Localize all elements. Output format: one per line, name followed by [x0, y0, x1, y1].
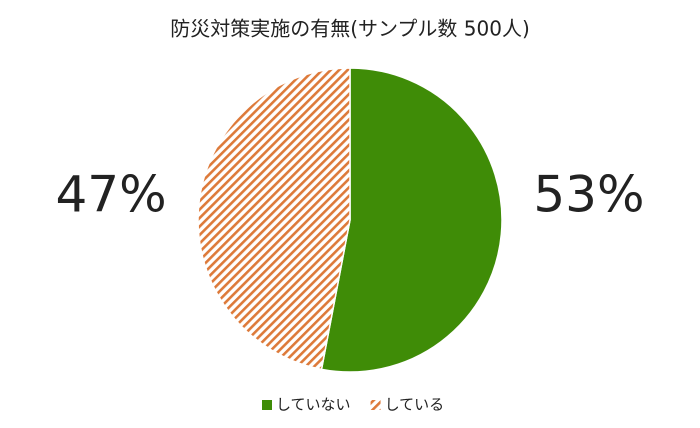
legend-swatch	[262, 400, 272, 410]
data-label: 53%	[533, 166, 644, 224]
legend-label: していない	[276, 396, 351, 414]
legend-swatch	[370, 400, 381, 410]
legend: していない している	[262, 396, 444, 414]
chart-title: 防災対策実施の有無(サンプル数 500人)	[170, 17, 530, 41]
legend-label: している	[385, 396, 445, 414]
pie-slice	[197, 67, 351, 371]
pie-slice	[320, 67, 503, 373]
data-label: 47%	[55, 166, 166, 224]
